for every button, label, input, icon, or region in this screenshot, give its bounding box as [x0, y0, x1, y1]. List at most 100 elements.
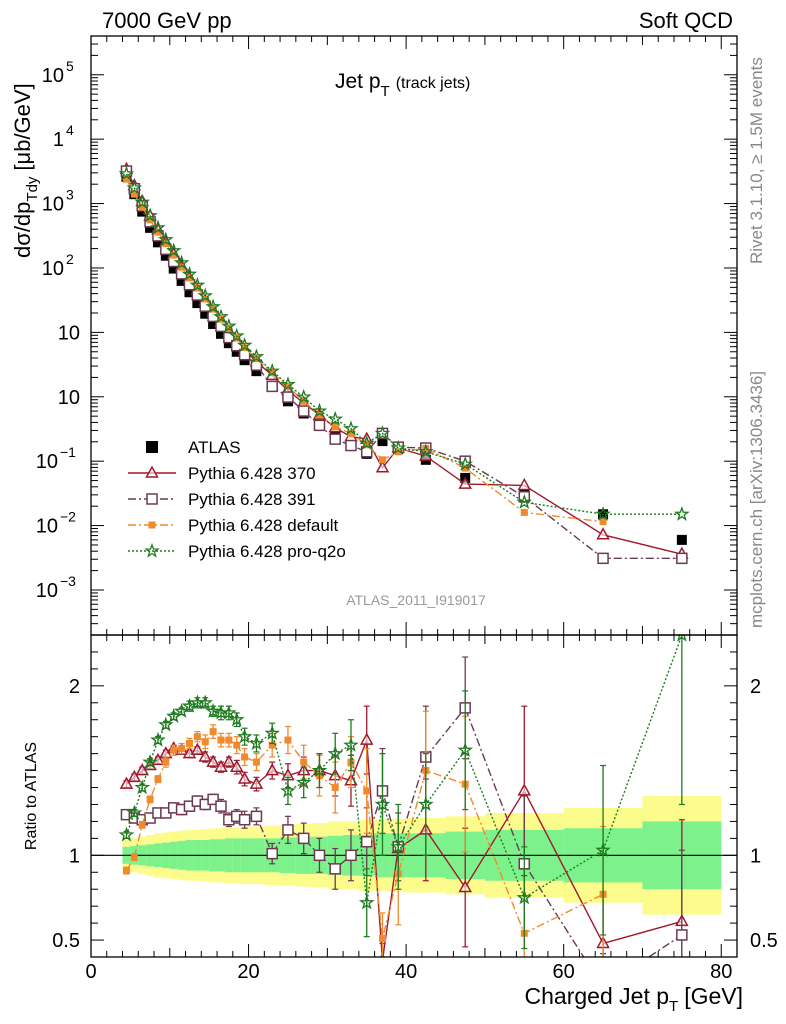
ratio-point: [236, 728, 253, 744]
legend: ATLAS Pythia 6.428 370 Pythia 6.428 391 Pyt…: [128, 438, 346, 561]
ratio-point: [178, 745, 186, 753]
data-point: [458, 476, 472, 489]
data-point: [152, 237, 163, 248]
data-point: [200, 308, 211, 319]
ratio-point: [118, 826, 135, 842]
ratio-point: [313, 849, 326, 862]
y-tick-exponent: 3: [66, 187, 74, 203]
data-point: [327, 410, 344, 426]
data-point: [676, 534, 687, 545]
ratio-point: [238, 813, 251, 826]
data-point: [192, 298, 203, 309]
legend-entry: Pythia 6.428 pro-q2o: [128, 542, 346, 561]
ratio-point: [142, 753, 158, 769]
data-point: [422, 444, 430, 452]
data-point: [394, 448, 402, 456]
ratio-point: [181, 697, 198, 713]
ratio-point: [228, 711, 245, 727]
ratio-point: [209, 728, 217, 736]
data-point: [178, 263, 186, 271]
data-point: [142, 207, 158, 223]
data-point: [130, 190, 138, 198]
data-point: [347, 429, 355, 437]
ratio-point: [222, 754, 236, 767]
data-point: [375, 460, 390, 473]
x-tick-label: 80: [710, 961, 732, 983]
ratio-point: [170, 746, 178, 754]
data-point: [596, 527, 610, 540]
ratio-y-axis-label: Ratio to ATLAS: [23, 742, 40, 850]
legend-marker: [148, 521, 156, 529]
data-point: [145, 222, 156, 233]
data-point: [208, 318, 219, 329]
ratio-point: [265, 763, 279, 776]
data-point: [165, 242, 182, 258]
data-point: [118, 165, 135, 181]
ratio-point: [233, 741, 241, 749]
data-point: [595, 506, 611, 521]
ratio-point: [127, 769, 142, 783]
ratio-point: [300, 758, 308, 766]
data-point: [457, 455, 474, 471]
ratio-point: [295, 774, 312, 790]
plot-title: Jet pT (track jets): [335, 70, 470, 100]
ratio-point: [458, 879, 472, 893]
y-tick-exponent: −3: [60, 573, 76, 589]
ratio-point: [205, 703, 221, 718]
data-point: [213, 308, 229, 324]
data-point: [516, 494, 533, 509]
y-tick-exponent: −2: [60, 509, 76, 525]
ratio-point: [122, 867, 130, 875]
legend-entry: Pythia 6.428 391: [128, 490, 316, 509]
ratio-point: [374, 796, 391, 812]
data-point: [215, 320, 227, 333]
ratio-point: [185, 739, 193, 747]
data-point: [162, 239, 170, 247]
ratio-point: [158, 716, 174, 732]
data-point: [158, 231, 174, 247]
ratio-point: [517, 783, 532, 796]
ratio-point: [297, 832, 310, 845]
ratio-series-pythia-6-428-pro-q2o: [118, 635, 687, 950]
ratio-point: [345, 849, 357, 862]
data-point: [461, 464, 469, 472]
y-tick-label: 10: [58, 322, 80, 344]
data-point: [231, 346, 242, 357]
legend-entry: Pythia 6.428 default: [128, 516, 339, 535]
data-point: [197, 287, 214, 303]
x-axis-label: Charged Jet pT [GeV]: [525, 983, 743, 1015]
y-tick-label: 10: [36, 580, 58, 602]
y-tick-label: 10: [36, 451, 58, 473]
ratio-point: [151, 752, 165, 766]
data-point: [599, 518, 607, 526]
ratio-point: [134, 779, 151, 795]
data-point: [358, 435, 375, 450]
ratio-point: [237, 771, 252, 784]
data-point: [251, 366, 262, 377]
ratio-y-tick-label-right: 0.5: [750, 930, 778, 952]
data-point: [266, 380, 278, 393]
data-point: [184, 287, 195, 298]
legend-label: Pythia 6.428 default: [188, 516, 339, 535]
data-point: [597, 552, 609, 565]
legend-entry: Pythia 6.428 370: [128, 464, 316, 483]
ratio-point: [217, 736, 225, 744]
data-point: [215, 328, 226, 339]
data-point: [221, 317, 237, 333]
data-point: [295, 388, 312, 404]
header-left: 7000 GeV pp: [102, 8, 232, 33]
ratio-point: [197, 694, 214, 710]
data-point: [181, 266, 198, 281]
legend-label: Pythia 6.428 370: [188, 464, 316, 483]
ratio-point: [378, 934, 386, 942]
data-point: [313, 419, 326, 432]
data-point: [168, 263, 179, 274]
ratio-point: [268, 741, 276, 749]
y-tick-label: 10: [42, 258, 64, 280]
ratio-point: [327, 745, 344, 761]
y-tick-label: 10: [36, 516, 58, 538]
ratio-point: [677, 635, 687, 642]
data-point: [150, 219, 166, 235]
legend-entry: ATLAS: [146, 438, 241, 457]
